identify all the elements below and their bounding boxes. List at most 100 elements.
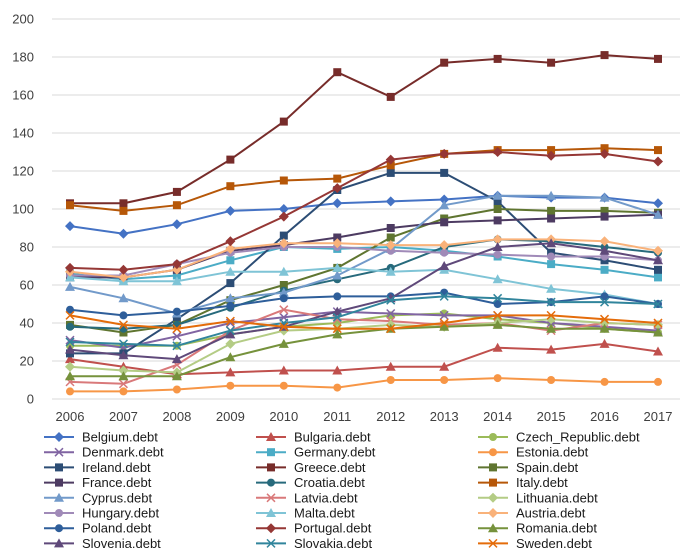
data-point [493,374,502,383]
series-line [69,295,659,347]
data-point [332,365,343,375]
x-tick-label: 2016 [590,409,619,424]
legend-marker [267,463,275,472]
y-tick-label: 200 [12,12,34,27]
data-point [172,271,181,280]
data-point [65,272,75,282]
data-point [332,324,342,334]
series-line [70,377,658,393]
data-point [66,201,74,210]
data-point [333,174,342,183]
data-point [225,293,236,303]
x-tick-label: 2017 [644,409,673,424]
data-point [65,221,75,232]
data-point [386,224,395,232]
legend-item: Sweden.debt [478,536,592,551]
data-point [654,273,662,282]
legend-marker [488,508,498,518]
legend-label: France.debt [82,475,152,490]
legend-label: Slovakia.debt [294,536,372,551]
data-point [386,161,395,170]
data-point [386,308,396,319]
data-point [492,190,503,200]
series-romaniadebt [65,319,663,381]
data-point [386,324,396,334]
legend-marker [489,478,497,487]
series-greecedebt [66,51,662,208]
data-point [119,206,128,215]
data-point [278,204,289,214]
series-line [69,318,659,374]
data-point [172,331,182,341]
data-point [547,214,556,223]
legend-marker [266,538,276,548]
data-point [65,310,75,320]
legend-label: Poland.debt [82,521,152,536]
legend-item: Poland.debt [44,521,152,536]
legend-label: Denmark.debt [82,445,164,460]
data-point [279,176,288,185]
data-point [65,344,75,354]
series-line [69,238,659,330]
data-point [118,228,129,239]
data-point [332,198,343,209]
data-point [171,276,182,286]
legend-item: Lithuania.debt [478,490,598,505]
x-tick-label: 2010 [269,409,298,424]
data-point [65,354,75,364]
data-point [119,387,128,396]
data-point [546,190,557,200]
data-point [654,265,662,274]
data-point [225,338,236,349]
data-point [599,318,610,328]
series-austriadebt [65,234,663,283]
data-point [600,297,610,307]
data-point [279,294,288,303]
data-point [440,58,449,67]
legend-item: Ireland.debt [44,460,151,475]
y-tick-label: 120 [12,164,34,179]
legend-label: Hungary.debt [82,506,159,521]
data-point [439,318,449,328]
data-point [65,281,75,291]
data-point [118,272,129,283]
data-point [225,352,236,362]
legend-label: Czech_Republic.debt [516,430,640,445]
series-line [69,310,659,349]
data-point [600,51,609,60]
data-point [226,381,235,390]
legend-item: Latvia.debt [256,490,358,505]
legend-item: Greece.debt [256,460,366,475]
data-point [492,234,503,245]
data-point [600,212,609,221]
series-line [69,147,659,212]
series-line [69,150,659,271]
series-line [70,54,659,205]
legend-item: Bulgaria.debt [256,430,371,445]
data-point [225,326,235,336]
y-tick-label: 180 [12,50,34,65]
data-point [386,376,395,384]
data-point [546,283,557,293]
legend-item: Spain.debt [478,460,579,475]
data-point [385,240,396,251]
data-point [386,168,395,177]
data-point [599,323,610,333]
data-point [226,182,235,191]
legend-label: Italy.debt [516,475,568,490]
data-point [66,387,74,396]
data-point [439,200,450,210]
data-point [386,92,395,101]
data-point [653,299,663,309]
data-point [278,238,289,249]
legend-marker [266,508,276,517]
data-point [653,327,663,337]
x-tick-label: 2011 [323,409,351,424]
y-tick-label: 160 [12,88,34,103]
x-tick-label: 2007 [109,409,138,424]
legend-marker [488,538,498,548]
series-portugaldebt [65,147,663,275]
data-point [279,381,288,390]
data-point [333,233,342,242]
data-point [332,329,343,339]
